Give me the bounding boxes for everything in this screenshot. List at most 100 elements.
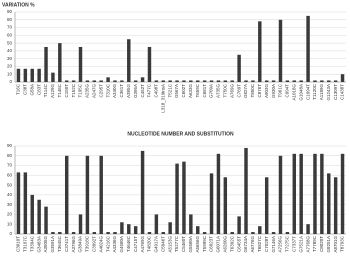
bar bbox=[23, 172, 28, 234]
x-tick-label: A4024G bbox=[98, 236, 103, 253]
bar bbox=[51, 232, 55, 234]
bar bbox=[237, 54, 241, 82]
bar bbox=[340, 74, 345, 82]
bar bbox=[306, 15, 310, 83]
x-tick-label: T114C bbox=[43, 83, 48, 97]
bar bbox=[251, 80, 255, 82]
x-tick-label: T850C bbox=[250, 83, 255, 97]
x-tick-label: T7275C bbox=[285, 235, 290, 252]
bar bbox=[333, 177, 338, 234]
x-tick-label: C361T bbox=[119, 84, 124, 98]
bar bbox=[51, 72, 55, 82]
bar bbox=[327, 173, 331, 234]
x-tick-label: G8251A bbox=[326, 236, 331, 253]
x-tick-label: C994T bbox=[285, 84, 290, 98]
bar bbox=[23, 68, 28, 82]
bar bbox=[58, 232, 62, 234]
y-tick-label: 10 bbox=[7, 221, 13, 226]
bar bbox=[30, 68, 34, 82]
bar bbox=[313, 153, 317, 234]
x-tick-label: C6023T bbox=[209, 236, 214, 252]
x-tick-label: T1120C bbox=[312, 83, 317, 99]
x-tick-label: A340G bbox=[112, 84, 117, 99]
bar bbox=[223, 80, 228, 82]
x-tick-label: G395A bbox=[133, 84, 138, 98]
x-tick-label: T8793C bbox=[340, 235, 345, 252]
x-tick-label: T659C bbox=[195, 83, 200, 97]
bar bbox=[127, 39, 131, 82]
bar bbox=[127, 224, 131, 234]
y-tick-label: 60 bbox=[7, 33, 13, 38]
x-tick-label: C3741T bbox=[64, 236, 69, 252]
x-tick-label: A5656G bbox=[195, 236, 200, 253]
x-tick-label: T146C bbox=[57, 83, 62, 97]
bar bbox=[258, 21, 262, 82]
x-tick-label: A769G bbox=[229, 84, 234, 99]
x-tick-label: G7146A bbox=[271, 236, 276, 253]
x-tick-label: C4715T bbox=[133, 236, 138, 252]
x-tick-label: T7789C bbox=[312, 235, 317, 252]
bar bbox=[271, 80, 276, 82]
bar bbox=[264, 80, 269, 82]
y-tick-label: 90 bbox=[7, 143, 13, 148]
x-tick-label: G4917A bbox=[154, 236, 159, 253]
bar bbox=[230, 232, 234, 234]
x-tick-label: A4336G bbox=[112, 236, 117, 253]
x-tick-label: A4769G bbox=[140, 236, 145, 253]
x-tick-label: T4216C bbox=[105, 235, 110, 252]
x-tick-label: C8020T bbox=[319, 236, 324, 252]
x-tick-label: T4820C bbox=[147, 235, 152, 252]
x-tick-label: T5999C bbox=[202, 235, 207, 252]
bar bbox=[327, 80, 331, 82]
x-tick-label: C6455T bbox=[236, 236, 241, 252]
bar bbox=[196, 226, 200, 234]
x-tick-label: C38T bbox=[23, 84, 28, 95]
bar bbox=[271, 232, 276, 234]
y-tick-label: 10 bbox=[7, 71, 13, 76]
y-axis-title: VARIATION % bbox=[2, 2, 35, 8]
bar bbox=[209, 80, 214, 82]
x-tick-label: G567A bbox=[174, 84, 179, 98]
x-tick-label: L318_319insA bbox=[160, 84, 165, 113]
bar bbox=[278, 155, 283, 234]
bar bbox=[37, 199, 41, 234]
bar bbox=[16, 68, 21, 82]
bar bbox=[182, 80, 186, 82]
x-tick-label: G3591A bbox=[50, 236, 55, 253]
y-tick-label: 80 bbox=[7, 153, 13, 158]
bar bbox=[78, 47, 83, 82]
bar bbox=[237, 216, 241, 234]
x-tick-label: A633G bbox=[188, 84, 193, 99]
bar bbox=[161, 232, 165, 234]
y-tick-label: 50 bbox=[7, 40, 13, 45]
x-axis-title: NUCLEOTIDE NUMBER AND SUBSTITUTION bbox=[127, 131, 234, 137]
bar bbox=[189, 214, 193, 234]
bar bbox=[133, 226, 138, 234]
bar bbox=[99, 155, 103, 234]
bar bbox=[71, 232, 76, 234]
y-tick-label: 30 bbox=[7, 202, 13, 207]
x-tick-label: T6392C bbox=[229, 235, 234, 252]
bar bbox=[113, 232, 117, 234]
x-tick-label: A129G bbox=[50, 84, 55, 99]
x-tick-label: T16C bbox=[16, 83, 21, 95]
x-tick-label: G58A bbox=[29, 84, 34, 96]
bar bbox=[99, 80, 103, 82]
bar bbox=[92, 232, 97, 234]
x-tick-label: A3796G bbox=[71, 236, 76, 253]
bar bbox=[285, 232, 290, 234]
bar bbox=[30, 194, 34, 234]
bar bbox=[320, 80, 324, 82]
bar bbox=[223, 177, 228, 234]
bar bbox=[216, 153, 221, 234]
y-tick-label: 0 bbox=[9, 79, 12, 84]
bar bbox=[313, 80, 317, 82]
x-tick-label: A1189G bbox=[319, 84, 324, 101]
x-tick-label: C1094T bbox=[305, 84, 310, 100]
bar bbox=[264, 177, 269, 234]
x-tick-label: C83T bbox=[36, 84, 41, 95]
x-tick-label: C5046T bbox=[160, 236, 165, 252]
bar bbox=[299, 80, 303, 82]
x-tick-label: C602T bbox=[181, 84, 186, 98]
